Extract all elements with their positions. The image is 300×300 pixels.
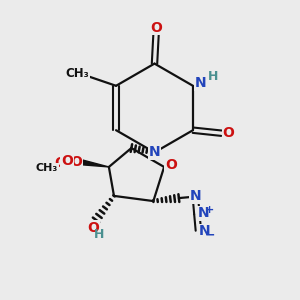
Text: H: H: [208, 70, 218, 83]
Text: H: H: [94, 228, 104, 241]
Text: O: O: [150, 21, 162, 34]
Text: O: O: [88, 221, 100, 235]
Text: CH₃: CH₃: [36, 164, 58, 173]
Text: O: O: [165, 158, 177, 172]
Text: +: +: [205, 206, 214, 215]
Text: O: O: [223, 126, 235, 140]
Text: methoxy: methoxy: [61, 160, 68, 161]
Text: O: O: [70, 155, 82, 169]
Text: N: N: [149, 146, 160, 159]
Text: −: −: [205, 229, 215, 242]
Polygon shape: [82, 160, 109, 167]
Text: O: O: [61, 154, 73, 168]
Text: O: O: [54, 156, 66, 170]
Text: CH₃: CH₃: [65, 67, 89, 80]
Text: N: N: [195, 76, 206, 90]
Text: N: N: [199, 224, 211, 239]
Text: N: N: [190, 189, 202, 203]
Text: N: N: [198, 206, 209, 220]
